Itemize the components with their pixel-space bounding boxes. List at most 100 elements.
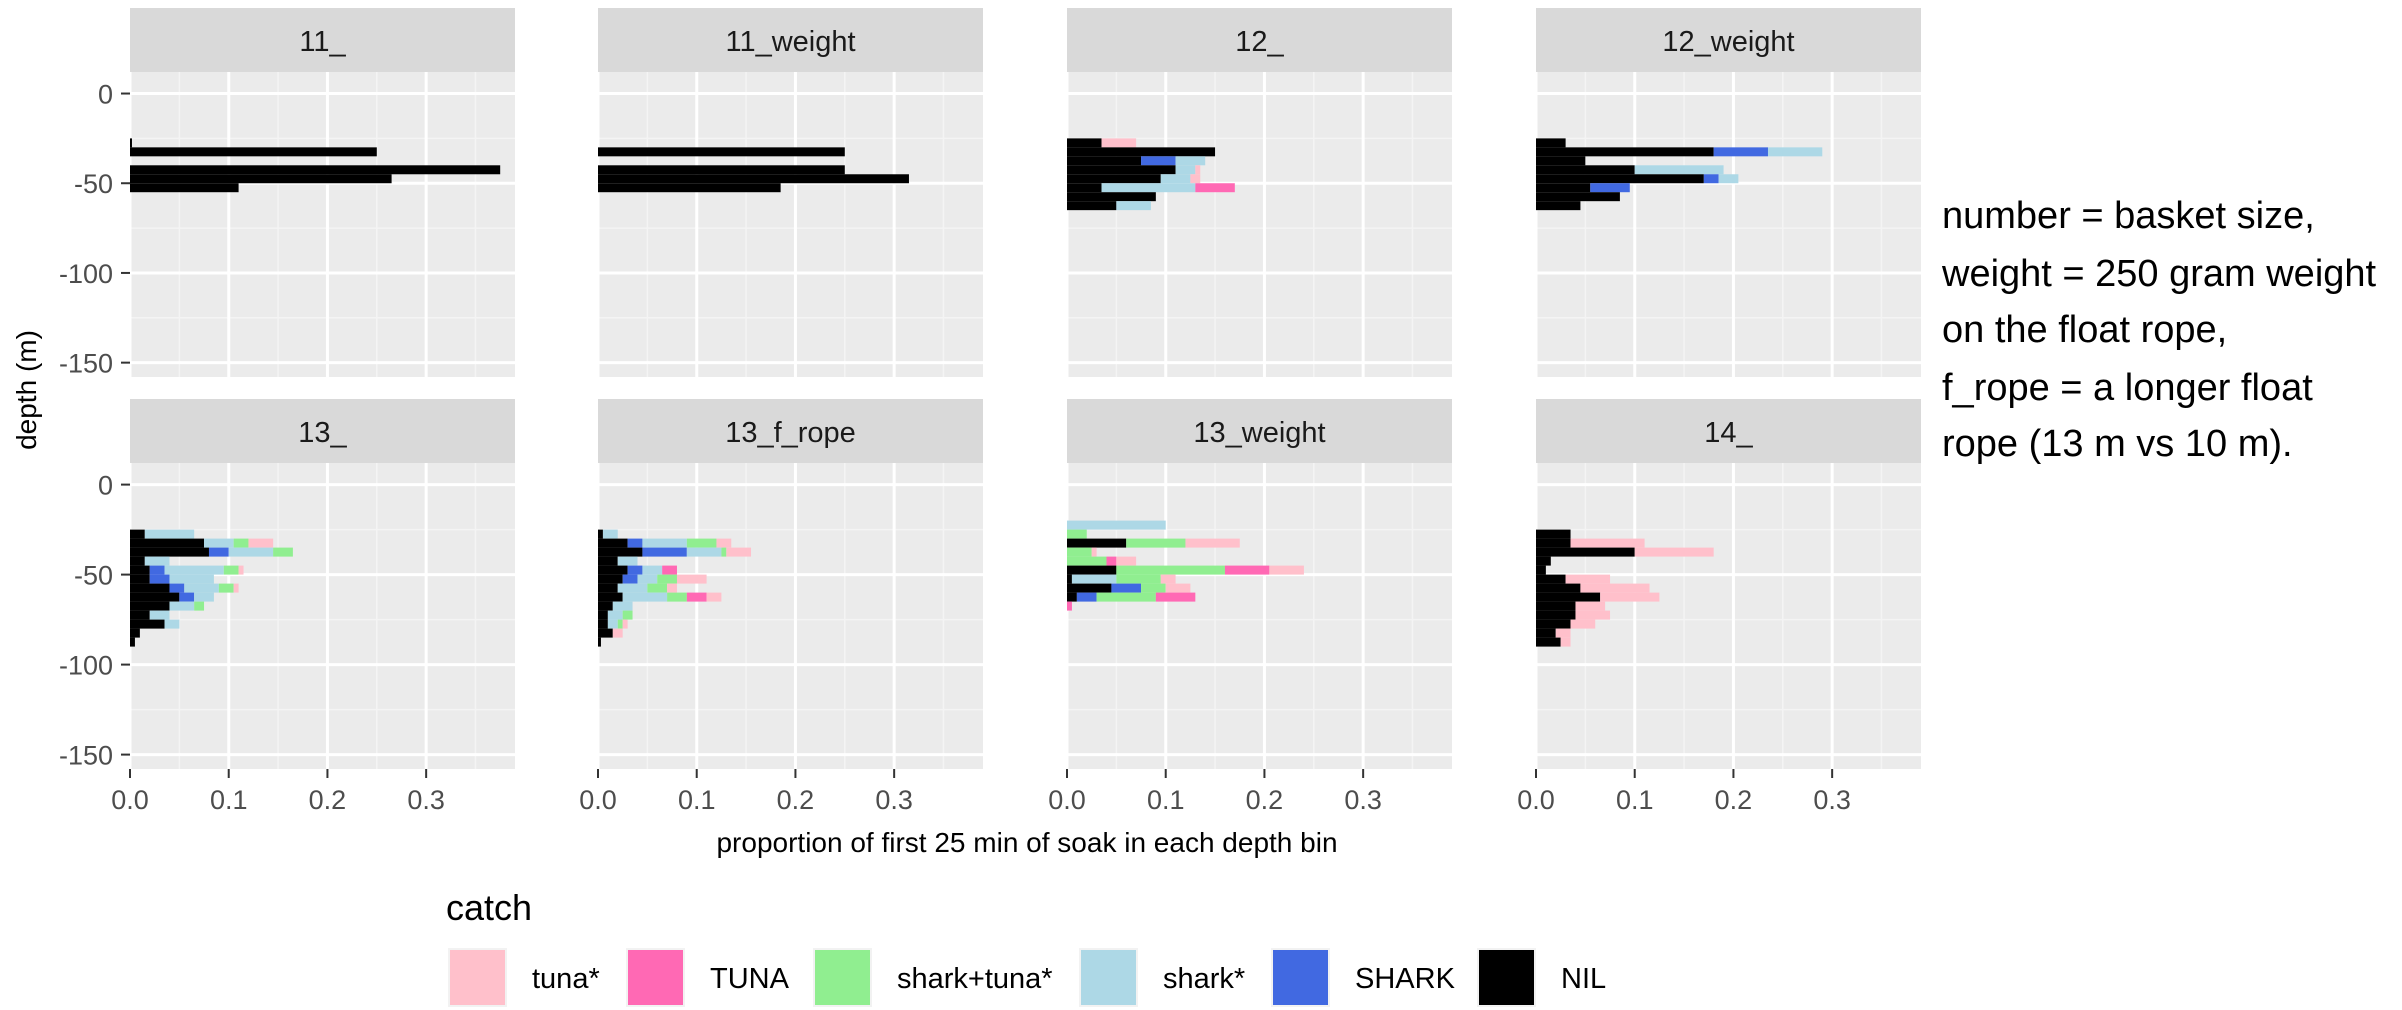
bar-tuna: [1575, 601, 1606, 611]
annotation-line-rope: f_rope = a longer float rope (13 m vs 10…: [1942, 367, 2313, 465]
bar-shark: [1101, 183, 1196, 193]
bar-shark-tuna: [1116, 565, 1225, 575]
bar-nil: [130, 637, 135, 647]
bar-tuna: [726, 547, 752, 557]
legend-label: shark+tuna*: [897, 963, 1053, 995]
legend-label: tuna*: [532, 963, 600, 995]
bar-tuna: [1224, 565, 1270, 575]
bar-shark: [1634, 165, 1724, 175]
bar-shark: [144, 529, 195, 539]
bar-shark-tuna: [1096, 592, 1156, 602]
bar-shark: [686, 547, 722, 557]
bar-shark: [1141, 156, 1176, 166]
bar-nil: [1536, 619, 1571, 629]
bar-shark: [1116, 201, 1151, 211]
legend-label: shark*: [1163, 963, 1245, 995]
bar-nil: [130, 601, 170, 611]
bar-tuna: [248, 538, 274, 548]
legend-swatch: [450, 950, 505, 1005]
x-tick-label: 0.0: [1048, 785, 1086, 815]
bar-nil: [598, 601, 613, 611]
facet-title: 13_weight: [1193, 417, 1325, 449]
bar-nil: [1067, 583, 1112, 593]
bar-shark: [1071, 574, 1117, 584]
bar-shark: [149, 574, 170, 584]
y-tick-label: -50: [74, 169, 113, 199]
x-tick-label: 0.3: [1344, 785, 1382, 815]
bar-shark-tuna: [1116, 574, 1161, 584]
bar-shark: [642, 538, 687, 548]
legend-label: SHARK: [1355, 963, 1456, 995]
bar-shark-tuna: [617, 619, 623, 629]
bar-shark: [1076, 592, 1097, 602]
facet-strip: [598, 8, 983, 72]
bar-nil: [598, 538, 628, 548]
bar-tuna: [1570, 538, 1645, 548]
bar-nil: [598, 147, 845, 157]
bar-shark-tuna: [1067, 547, 1092, 557]
bar-shark: [169, 601, 195, 611]
facet-strip: [1067, 8, 1452, 72]
bar-tuna: [1195, 183, 1235, 193]
bar-shark-tuna: [647, 583, 668, 593]
bar-nil: [1536, 147, 1714, 157]
bar-shark: [612, 601, 633, 611]
y-tick-label: 0: [98, 471, 113, 501]
bar-shark-tuna: [1126, 538, 1186, 548]
bar-nil: [1536, 174, 1704, 184]
bar-nil: [598, 165, 845, 175]
bar-nil: [1536, 574, 1566, 584]
bar-nil: [1536, 138, 1566, 148]
bar-nil: [130, 529, 145, 539]
bar-shark-tuna: [721, 547, 727, 557]
bar-tuna: [1067, 601, 1072, 611]
bar-shark: [1767, 147, 1823, 157]
facet-strip: [1536, 8, 1921, 72]
bar-nil: [130, 628, 140, 638]
x-tick-label: 0.0: [111, 785, 149, 815]
x-tick-label: 0.3: [875, 785, 913, 815]
bar-shark: [164, 619, 180, 629]
bar-nil: [1067, 538, 1127, 548]
bar-nil: [130, 574, 150, 584]
bar-nil: [130, 183, 239, 193]
bar-tuna: [238, 565, 244, 575]
panel-background: [130, 463, 515, 769]
bar-shark: [607, 610, 623, 620]
bar-tuna: [1155, 592, 1196, 602]
x-tick-label: 0.2: [309, 785, 347, 815]
x-tick-label: 0.1: [1147, 785, 1185, 815]
bar-nil: [130, 138, 132, 148]
bar-shark: [617, 556, 638, 566]
panel-background: [1067, 72, 1452, 377]
y-axis-title: depth (m): [11, 330, 42, 450]
bar-nil: [1536, 201, 1581, 211]
bar-nil: [1536, 637, 1561, 647]
x-tick-label: 0.0: [1517, 785, 1555, 815]
legend-label: TUNA: [710, 963, 790, 995]
bar-shark: [1713, 147, 1768, 157]
bar-shark: [144, 556, 170, 566]
bar-nil: [130, 538, 205, 548]
bar-shark-tuna: [233, 538, 249, 548]
bar-nil: [598, 592, 623, 602]
bar-shark-tuna: [223, 565, 239, 575]
facet-strip: [1067, 399, 1452, 463]
facet-title: 11_: [299, 26, 346, 58]
bar-tuna: [1106, 556, 1117, 566]
bar-nil: [1536, 628, 1556, 638]
facet-strip: [130, 8, 515, 72]
panel-background: [1536, 72, 1921, 377]
bar-shark: [194, 592, 214, 602]
bar-tuna: [1101, 138, 1137, 148]
bar-nil: [1067, 565, 1117, 575]
y-tick-label: -50: [74, 561, 113, 591]
y-tick-label: 0: [98, 80, 113, 110]
bar-nil: [1536, 538, 1571, 548]
bar-tuna: [1575, 610, 1611, 620]
y-tick-label: -100: [59, 259, 113, 289]
x-tick-label: 0.1: [210, 785, 248, 815]
bar-nil: [598, 637, 601, 647]
bar-nil: [130, 583, 170, 593]
bar-tuna: [1570, 619, 1596, 629]
